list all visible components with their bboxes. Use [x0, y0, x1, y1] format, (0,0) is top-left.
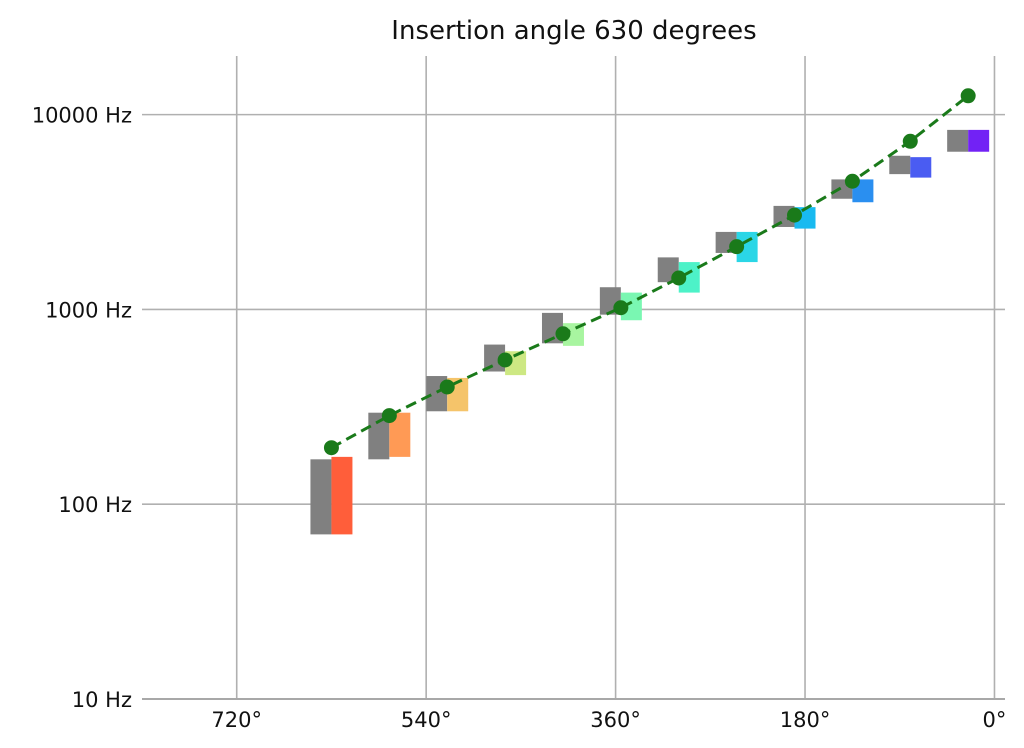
band-gray	[889, 155, 911, 175]
chart-title: Insertion angle 630 degrees	[391, 16, 756, 46]
grid-lines	[142, 56, 1005, 699]
band-gray	[310, 459, 332, 535]
x-tick-label: 180°	[780, 708, 831, 732]
x-tick-label: 360°	[590, 708, 641, 732]
series-point	[323, 440, 339, 456]
series-point	[960, 88, 976, 104]
series-point	[671, 270, 687, 286]
y-tick-label: 10 Hz	[72, 688, 132, 712]
band-gray	[368, 412, 390, 460]
series-point	[439, 379, 455, 395]
data-series	[323, 88, 976, 456]
series-point	[555, 326, 571, 342]
band-colored	[968, 129, 990, 152]
band-colored	[389, 412, 411, 457]
y-tick-label: 100 Hz	[58, 493, 132, 517]
series-point	[902, 133, 918, 149]
band-colored	[620, 292, 642, 321]
series-point	[844, 173, 860, 189]
series-point	[613, 300, 629, 316]
x-tick-label: 0°	[983, 708, 1007, 732]
x-tick-label: 720°	[211, 708, 262, 732]
x-tick-label: 540°	[401, 708, 452, 732]
series-point	[729, 239, 745, 255]
band-colored	[331, 456, 353, 535]
frequency-bands	[310, 129, 990, 535]
y-tick-label: 10000 Hz	[32, 104, 132, 128]
series-point	[787, 207, 803, 223]
series-line	[330, 94, 970, 450]
band-colored	[678, 262, 700, 293]
series-point	[497, 352, 513, 368]
y-tick-label: 1000 Hz	[45, 298, 132, 322]
band-gray	[947, 129, 969, 152]
band-colored	[910, 157, 932, 178]
tick-labels: 720° 540° 360° 180° 0° 10 Hz 100 Hz 1000 Hz 1000…	[32, 104, 1007, 732]
series-point	[381, 408, 397, 424]
